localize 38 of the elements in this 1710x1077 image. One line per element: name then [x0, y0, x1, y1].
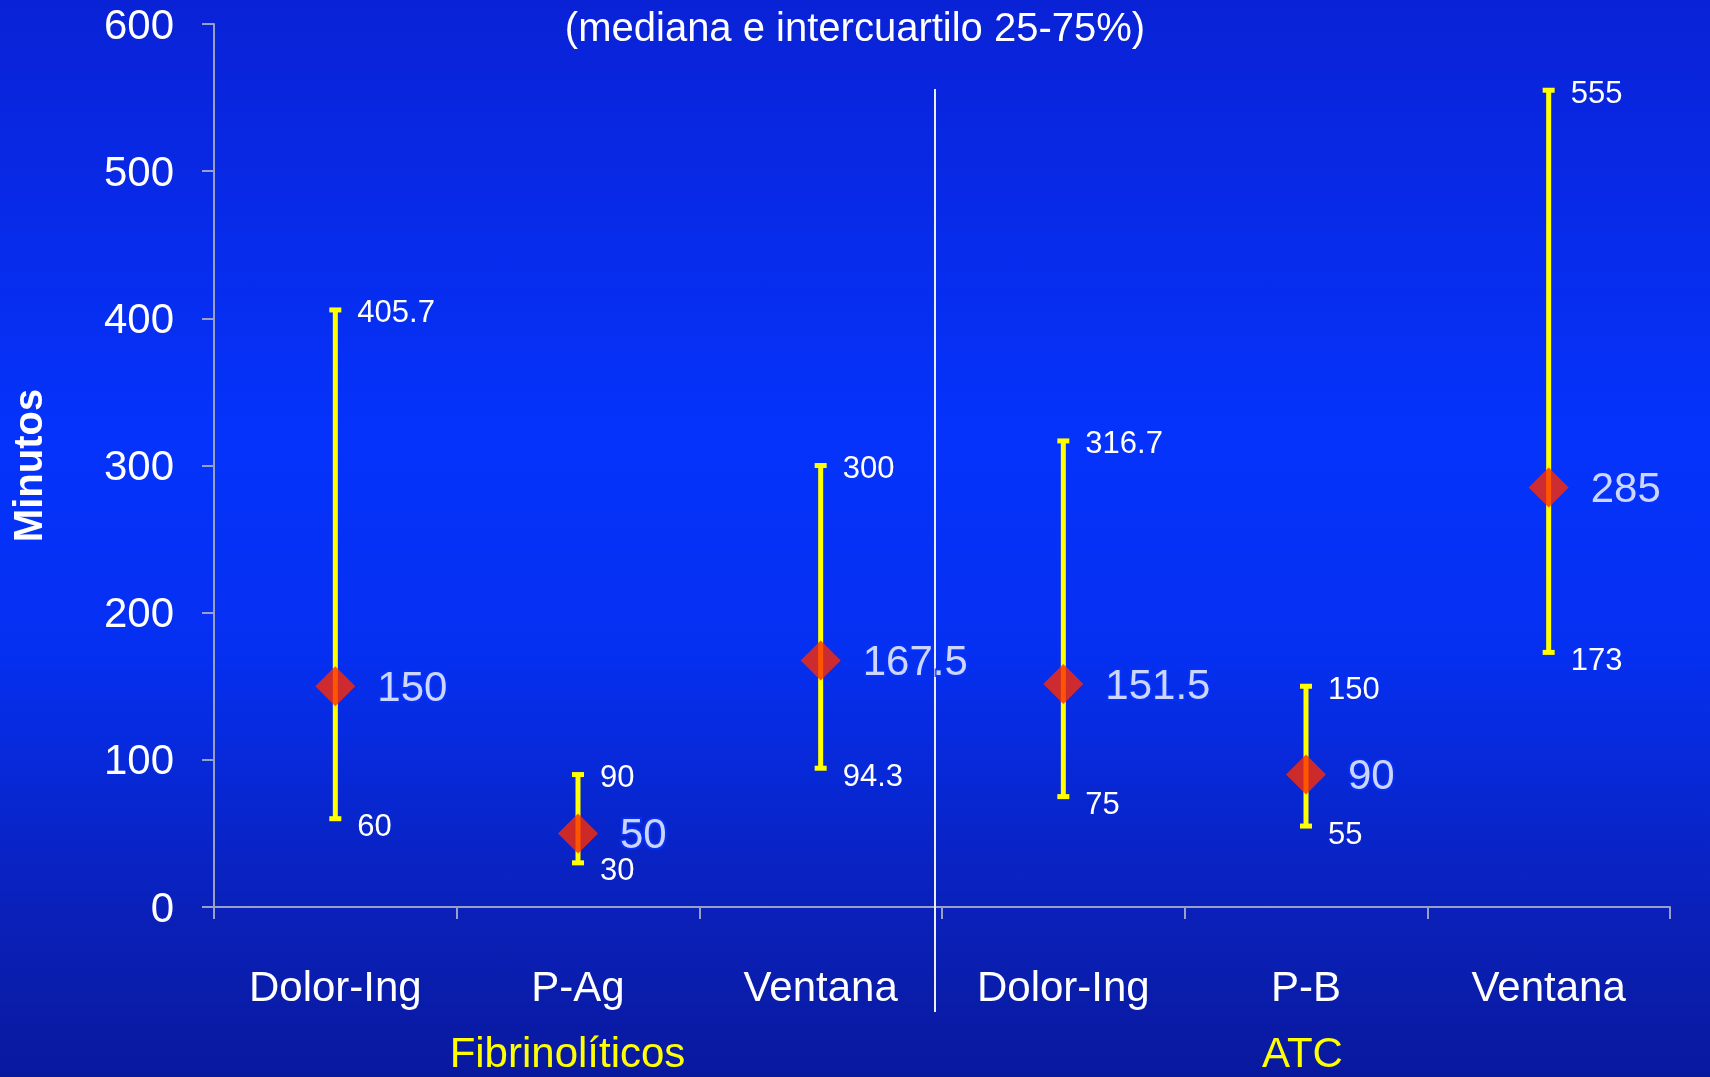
y-tick-label: 500 [103, 147, 174, 195]
y-tick-label: 600 [103, 0, 174, 48]
y-tick-label: 200 [103, 589, 174, 637]
x-tick-label: P-Ag [531, 962, 625, 1010]
text: ATC [1262, 1028, 1343, 1076]
annotation: 150 [1328, 670, 1380, 706]
annotation: 94.3 [842, 757, 904, 793]
annotation: 75 [1085, 786, 1120, 822]
data-label: 150 [377, 662, 448, 710]
annotation: 405.7 [357, 294, 435, 330]
x-tick-label: Dolor-Ing [248, 962, 422, 1010]
point [1043, 664, 1084, 705]
x-tick-label: P-B [1270, 962, 1342, 1010]
annotation: 555 [1570, 74, 1623, 110]
annotation: 55 [1328, 815, 1363, 851]
y-axis-title: Minutos [6, 388, 50, 543]
annotation: 316.7 [1085, 425, 1163, 461]
x-tick-label: Ventana [743, 962, 899, 1010]
y-tick-label: 400 [103, 294, 174, 342]
y-tick-label: 100 [103, 736, 174, 784]
y-tick-label: 300 [103, 442, 174, 489]
point [315, 666, 356, 707]
point [800, 640, 841, 681]
x-tick-label: Ventana [1471, 962, 1627, 1010]
annotation: 300 [842, 450, 895, 485]
annotation: 90 [600, 759, 635, 795]
chart-title: (mediana e intercuartilo 25-75%) [564, 5, 1146, 49]
y-tick-label: 0 [150, 883, 174, 931]
annotation: 173 [1570, 641, 1623, 677]
point [1528, 467, 1569, 508]
data-label: 90 [1348, 751, 1395, 799]
x-tick-label: Dolor-Ing [976, 962, 1150, 1010]
data-label: 285 [1590, 464, 1661, 512]
point [1286, 754, 1326, 795]
text: Fibrinolíticos [449, 1028, 686, 1076]
annotation: 60 [357, 808, 392, 844]
data-label: 151.5 [1105, 660, 1211, 708]
point [558, 813, 598, 854]
